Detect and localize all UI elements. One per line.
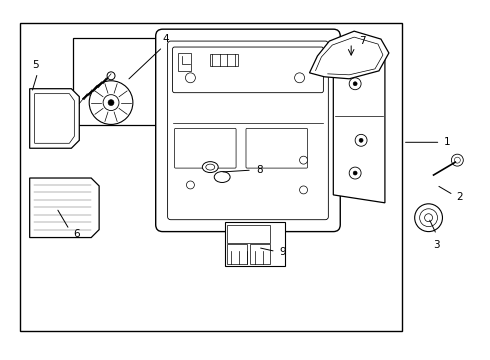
Circle shape <box>359 138 363 142</box>
Text: 2: 2 <box>456 192 463 202</box>
Circle shape <box>355 134 367 146</box>
Circle shape <box>108 100 114 105</box>
Polygon shape <box>30 89 79 148</box>
Circle shape <box>419 209 438 227</box>
Bar <box>210 54 238 66</box>
Circle shape <box>353 82 357 86</box>
Polygon shape <box>333 58 385 203</box>
Circle shape <box>454 157 460 163</box>
Bar <box>225 222 285 266</box>
Bar <box>227 225 270 243</box>
Circle shape <box>353 171 357 175</box>
Text: 3: 3 <box>433 239 440 249</box>
Polygon shape <box>30 178 99 238</box>
Circle shape <box>451 154 464 166</box>
Text: 4: 4 <box>162 34 169 44</box>
Circle shape <box>349 167 361 179</box>
Circle shape <box>425 214 433 222</box>
Bar <box>250 244 270 264</box>
Bar <box>20 23 402 331</box>
Text: 7: 7 <box>359 36 366 46</box>
Circle shape <box>294 73 305 83</box>
Bar <box>227 244 247 264</box>
Text: 6: 6 <box>74 229 80 239</box>
Circle shape <box>89 81 133 125</box>
Text: 8: 8 <box>256 165 263 175</box>
Ellipse shape <box>214 172 230 183</box>
Bar <box>74 38 180 125</box>
Circle shape <box>349 78 361 90</box>
Text: 5: 5 <box>32 60 39 70</box>
Circle shape <box>299 156 308 164</box>
Text: 1: 1 <box>443 137 450 147</box>
Circle shape <box>185 73 196 83</box>
Circle shape <box>187 181 195 189</box>
Circle shape <box>103 95 119 111</box>
Bar <box>177 53 192 71</box>
Circle shape <box>415 204 442 231</box>
Polygon shape <box>310 31 389 79</box>
Circle shape <box>299 186 308 194</box>
FancyBboxPatch shape <box>156 29 340 231</box>
Circle shape <box>107 72 115 80</box>
Ellipse shape <box>202 162 218 172</box>
Text: 9: 9 <box>280 247 286 257</box>
